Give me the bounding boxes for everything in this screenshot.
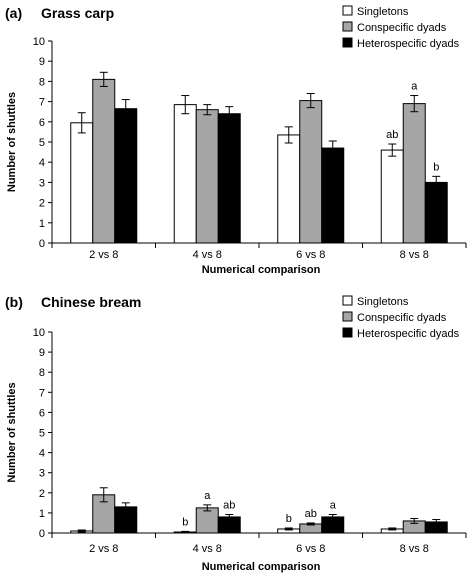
y-tick-label: 4: [39, 157, 45, 169]
y-tick-label: 1: [39, 218, 45, 230]
significance-letter: a: [411, 81, 418, 93]
y-axis-title: Number of shuttles: [6, 382, 18, 482]
chart-panel-b: (b) Chinese bream 0 1 2 3 4 5 6 7 8 9 10 Number of sh…: [5, 294, 467, 573]
bar: [277, 134, 301, 244]
bar: [299, 100, 323, 244]
y-tick-label: 5: [39, 428, 45, 440]
bar: [92, 78, 116, 244]
y-tick-label: 5: [39, 137, 45, 149]
x-axis-title: Numerical comparison: [202, 561, 321, 573]
legend-label: Singletons: [357, 296, 409, 308]
bar: [380, 149, 404, 244]
y-tick-label: 2: [39, 198, 45, 210]
y-tick-label: 7: [39, 97, 45, 109]
significance-letter: b: [286, 513, 292, 525]
legend-swatch: [342, 295, 353, 306]
chart-title: Chinese bream: [41, 294, 141, 310]
x-tick-label: 6 vs 8: [296, 543, 325, 555]
legend-swatch: [342, 37, 353, 48]
bar: [195, 109, 219, 244]
y-tick-label: 3: [39, 468, 45, 480]
panel-label: (a): [5, 5, 22, 21]
y-tick-label: 7: [39, 387, 45, 399]
y-tick-label: 8: [39, 367, 45, 379]
x-tick-label: 8 vs 8: [400, 249, 429, 261]
y-axis-title: Number of shuttles: [6, 92, 18, 192]
y-tick-label: 6: [39, 117, 45, 129]
legend-swatch: [342, 327, 353, 338]
y-tick-label: 10: [33, 36, 45, 48]
y-tick-label: 0: [39, 238, 45, 250]
x-tick-label: 6 vs 8: [296, 249, 325, 261]
x-tick-label: 2 vs 8: [89, 249, 118, 261]
legend-label: Heterospecific dyads: [357, 38, 460, 50]
legend-swatch: [342, 21, 353, 32]
legend-label: Conspecific dyads: [357, 22, 447, 34]
bar: [217, 113, 241, 244]
bar: [173, 104, 197, 244]
legend-swatch: [342, 5, 353, 16]
x-axis-title: Numerical comparison: [202, 264, 321, 276]
y-tick-label: 9: [39, 56, 45, 68]
legend-label: Conspecific dyads: [357, 312, 447, 324]
y-tick-label: 1: [39, 508, 45, 520]
legend: Singletons Conspecific dyads Heterospecifi…: [342, 5, 460, 50]
x-tick-label: 4 vs 8: [193, 249, 222, 261]
significance-letter: ab: [386, 129, 398, 141]
significance-letter: b: [433, 161, 439, 173]
y-tick-label: 4: [39, 448, 45, 460]
bar: [195, 507, 219, 534]
panel-label: (b): [5, 294, 23, 310]
legend-label: Singletons: [357, 6, 409, 18]
bar: [402, 103, 426, 244]
y-tick-label: 0: [39, 528, 45, 540]
bar: [70, 122, 94, 244]
significance-letter: a: [204, 490, 211, 502]
y-tick-label: 9: [39, 347, 45, 359]
significance-letter: ab: [223, 500, 235, 512]
significance-letter: a: [330, 500, 337, 512]
significance-letter: ab: [305, 508, 317, 520]
legend: Singletons Conspecific dyads Heterospecifi…: [342, 295, 460, 340]
bar: [321, 147, 345, 244]
chart-panel-a: (a) Grass carp 0 1 2 3 4 5 6 7 8 9 10 Number of shutt…: [5, 5, 467, 276]
y-tick-label: 6: [39, 407, 45, 419]
y-tick-label: 10: [33, 327, 45, 339]
y-tick-label: 8: [39, 76, 45, 88]
significance-letter: b: [182, 516, 188, 528]
x-tick-label: 2 vs 8: [89, 543, 118, 555]
y-tick-label: 2: [39, 488, 45, 500]
bar: [424, 181, 448, 244]
bar: [114, 108, 138, 244]
x-tick-label: 4 vs 8: [193, 543, 222, 555]
chart-title: Grass carp: [41, 5, 114, 21]
x-tick-label: 8 vs 8: [400, 543, 429, 555]
y-tick-label: 3: [39, 177, 45, 189]
legend-swatch: [342, 311, 353, 322]
legend-label: Heterospecific dyads: [357, 328, 460, 340]
